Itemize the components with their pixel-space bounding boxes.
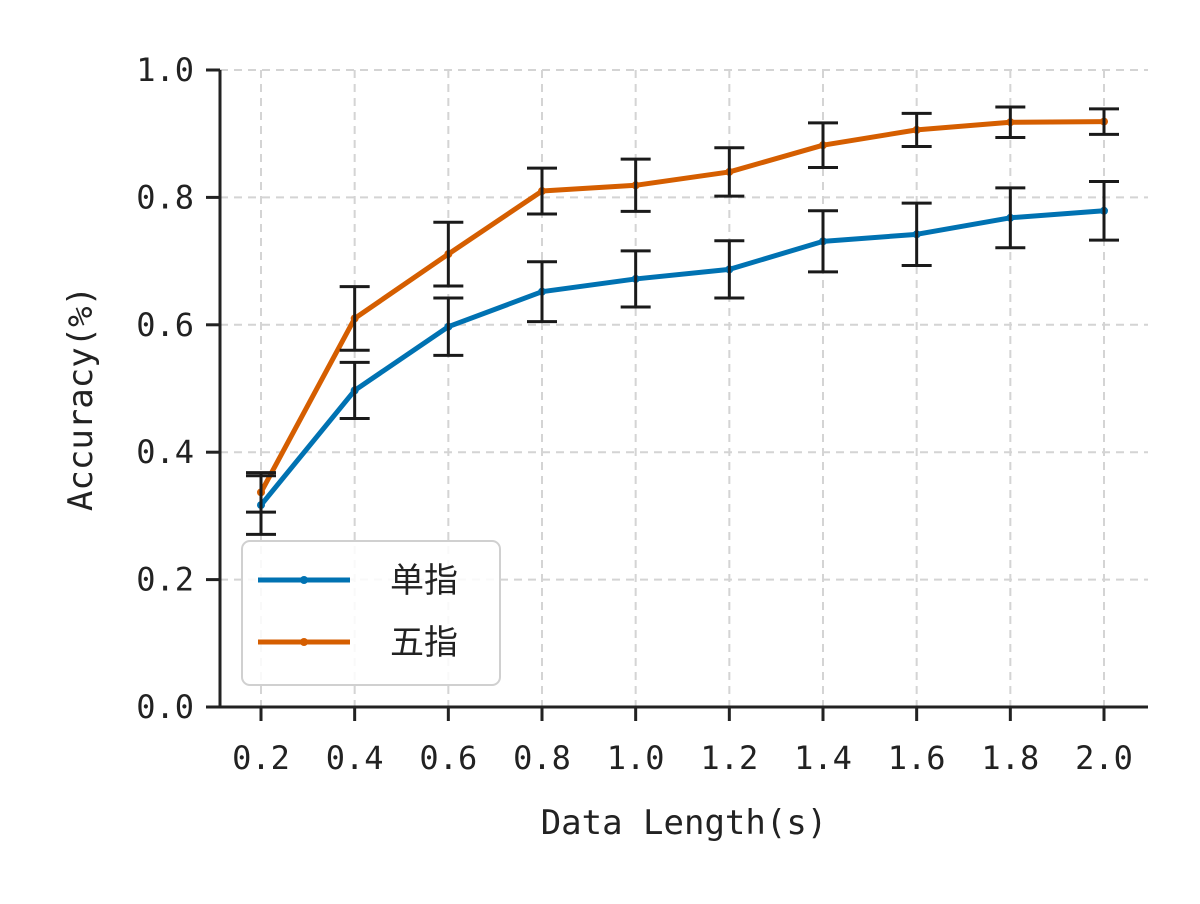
y-tick-label: 0.4 [136,433,194,471]
tick-labels: 0.2 0.4 0.6 0.8 1.0 1.2 1.4 1.6 1.8 2.0 0.0 0.2 0.4 0… [136,51,1133,777]
y-tick-label: 0.6 [136,306,194,344]
x-tick-label: 0.6 [419,739,477,777]
x-tick-label: 0.8 [513,739,571,777]
series-line-2 [258,119,1107,495]
legend-marker [300,638,308,646]
x-tick-label: 1.2 [700,739,758,777]
y-tick-label: 0.2 [136,561,194,599]
series-line-1 [258,208,1107,508]
x-tick-label: 1.0 [607,739,665,777]
x-tick-label: 0.2 [232,739,290,777]
x-tick-label: 0.4 [326,739,384,777]
x-tick-label: 1.4 [794,739,852,777]
y-tick-label: 0.8 [136,178,194,216]
y-axis-title: Accuracy(%) [61,286,101,511]
legend-label-2: 五指 [390,623,458,663]
series-lines [257,117,1108,510]
x-axis-title: Data Length(s) [541,803,828,843]
y-tick-label: 1.0 [136,51,194,89]
axes [206,68,1148,721]
legend-marker [300,576,308,584]
x-tick-label: 2.0 [1075,739,1133,777]
legend-label-1: 单指 [390,561,458,601]
y-tick-label: 0.0 [136,688,194,726]
error-bars [246,105,1119,536]
x-tick-label: 1.8 [981,739,1039,777]
grid-lines [220,69,1148,707]
x-tick-label: 1.6 [888,739,946,777]
legend-box [241,540,501,686]
